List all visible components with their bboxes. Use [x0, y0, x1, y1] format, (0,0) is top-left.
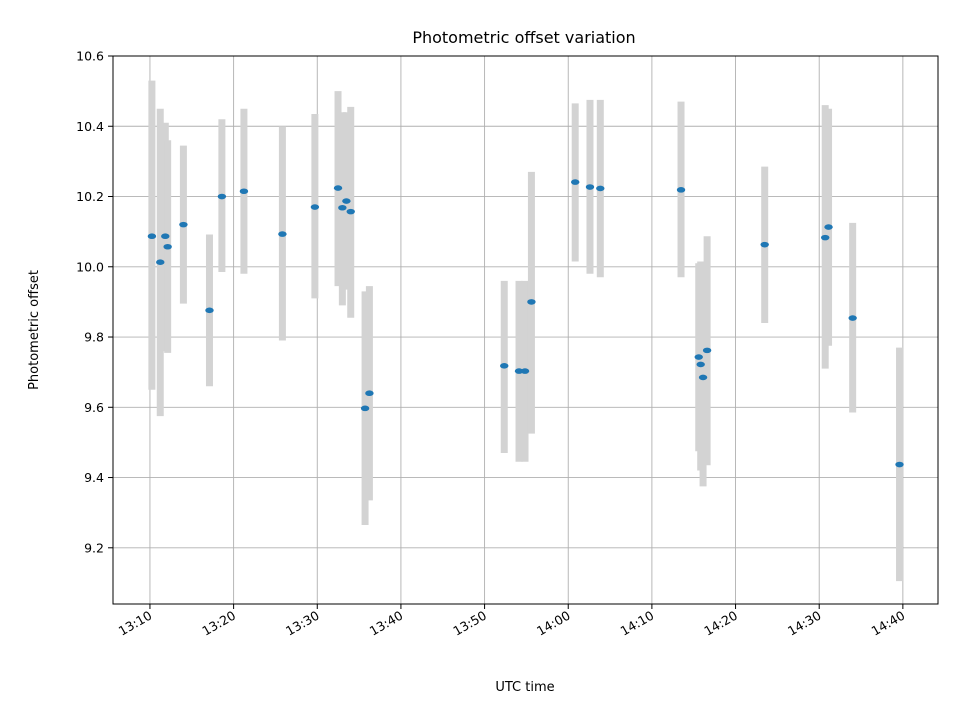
data-point [360, 405, 370, 412]
data-point [824, 224, 833, 230]
data-point [147, 233, 157, 240]
x-axis-label: UTC time [495, 680, 554, 695]
y-tick-label: 9.4 [84, 470, 104, 485]
y-axis-ticks: 9.2 9.4 9.6 9.8 10.0 10.2 10.4 10.6 [76, 49, 113, 555]
y-tick-label: 9.2 [84, 540, 104, 555]
y-tick-label: 9.8 [84, 330, 104, 345]
data-point [848, 315, 857, 321]
data-points [147, 179, 904, 468]
data-point [676, 187, 686, 193]
data-point [571, 179, 580, 185]
data-point [161, 233, 170, 240]
data-point [179, 221, 188, 228]
y-tick-label: 10.4 [76, 119, 104, 134]
data-point [696, 361, 705, 368]
plot-frame [112, 55, 939, 605]
data-point [217, 193, 227, 200]
data-point [239, 188, 249, 195]
data-point [514, 368, 524, 374]
data-point [585, 184, 595, 190]
y-axis-label: Photometric offset [27, 270, 42, 390]
data-point [596, 185, 605, 192]
data-point [500, 363, 509, 369]
data-point [527, 299, 536, 305]
data-point [156, 259, 165, 266]
data-point [895, 461, 904, 468]
data-point [821, 234, 830, 241]
data-point [520, 368, 530, 374]
data-point [338, 204, 347, 211]
data-point [163, 243, 172, 250]
data-point [702, 347, 712, 354]
data-point [365, 390, 374, 397]
chart-title: Photometric offset variation [412, 28, 635, 47]
data-point [310, 204, 320, 210]
data-point [205, 307, 214, 314]
y-tick-label: 9.6 [84, 400, 104, 415]
data-point [694, 354, 703, 360]
data-point [698, 374, 708, 381]
data-point [333, 185, 343, 191]
y-tick-label: 10.2 [76, 189, 104, 204]
data-point [346, 208, 355, 215]
data-point [278, 231, 287, 237]
y-tick-label: 10.6 [76, 49, 104, 64]
data-point [342, 198, 351, 204]
y-tick-label: 10.0 [76, 259, 104, 274]
data-point [760, 241, 769, 248]
